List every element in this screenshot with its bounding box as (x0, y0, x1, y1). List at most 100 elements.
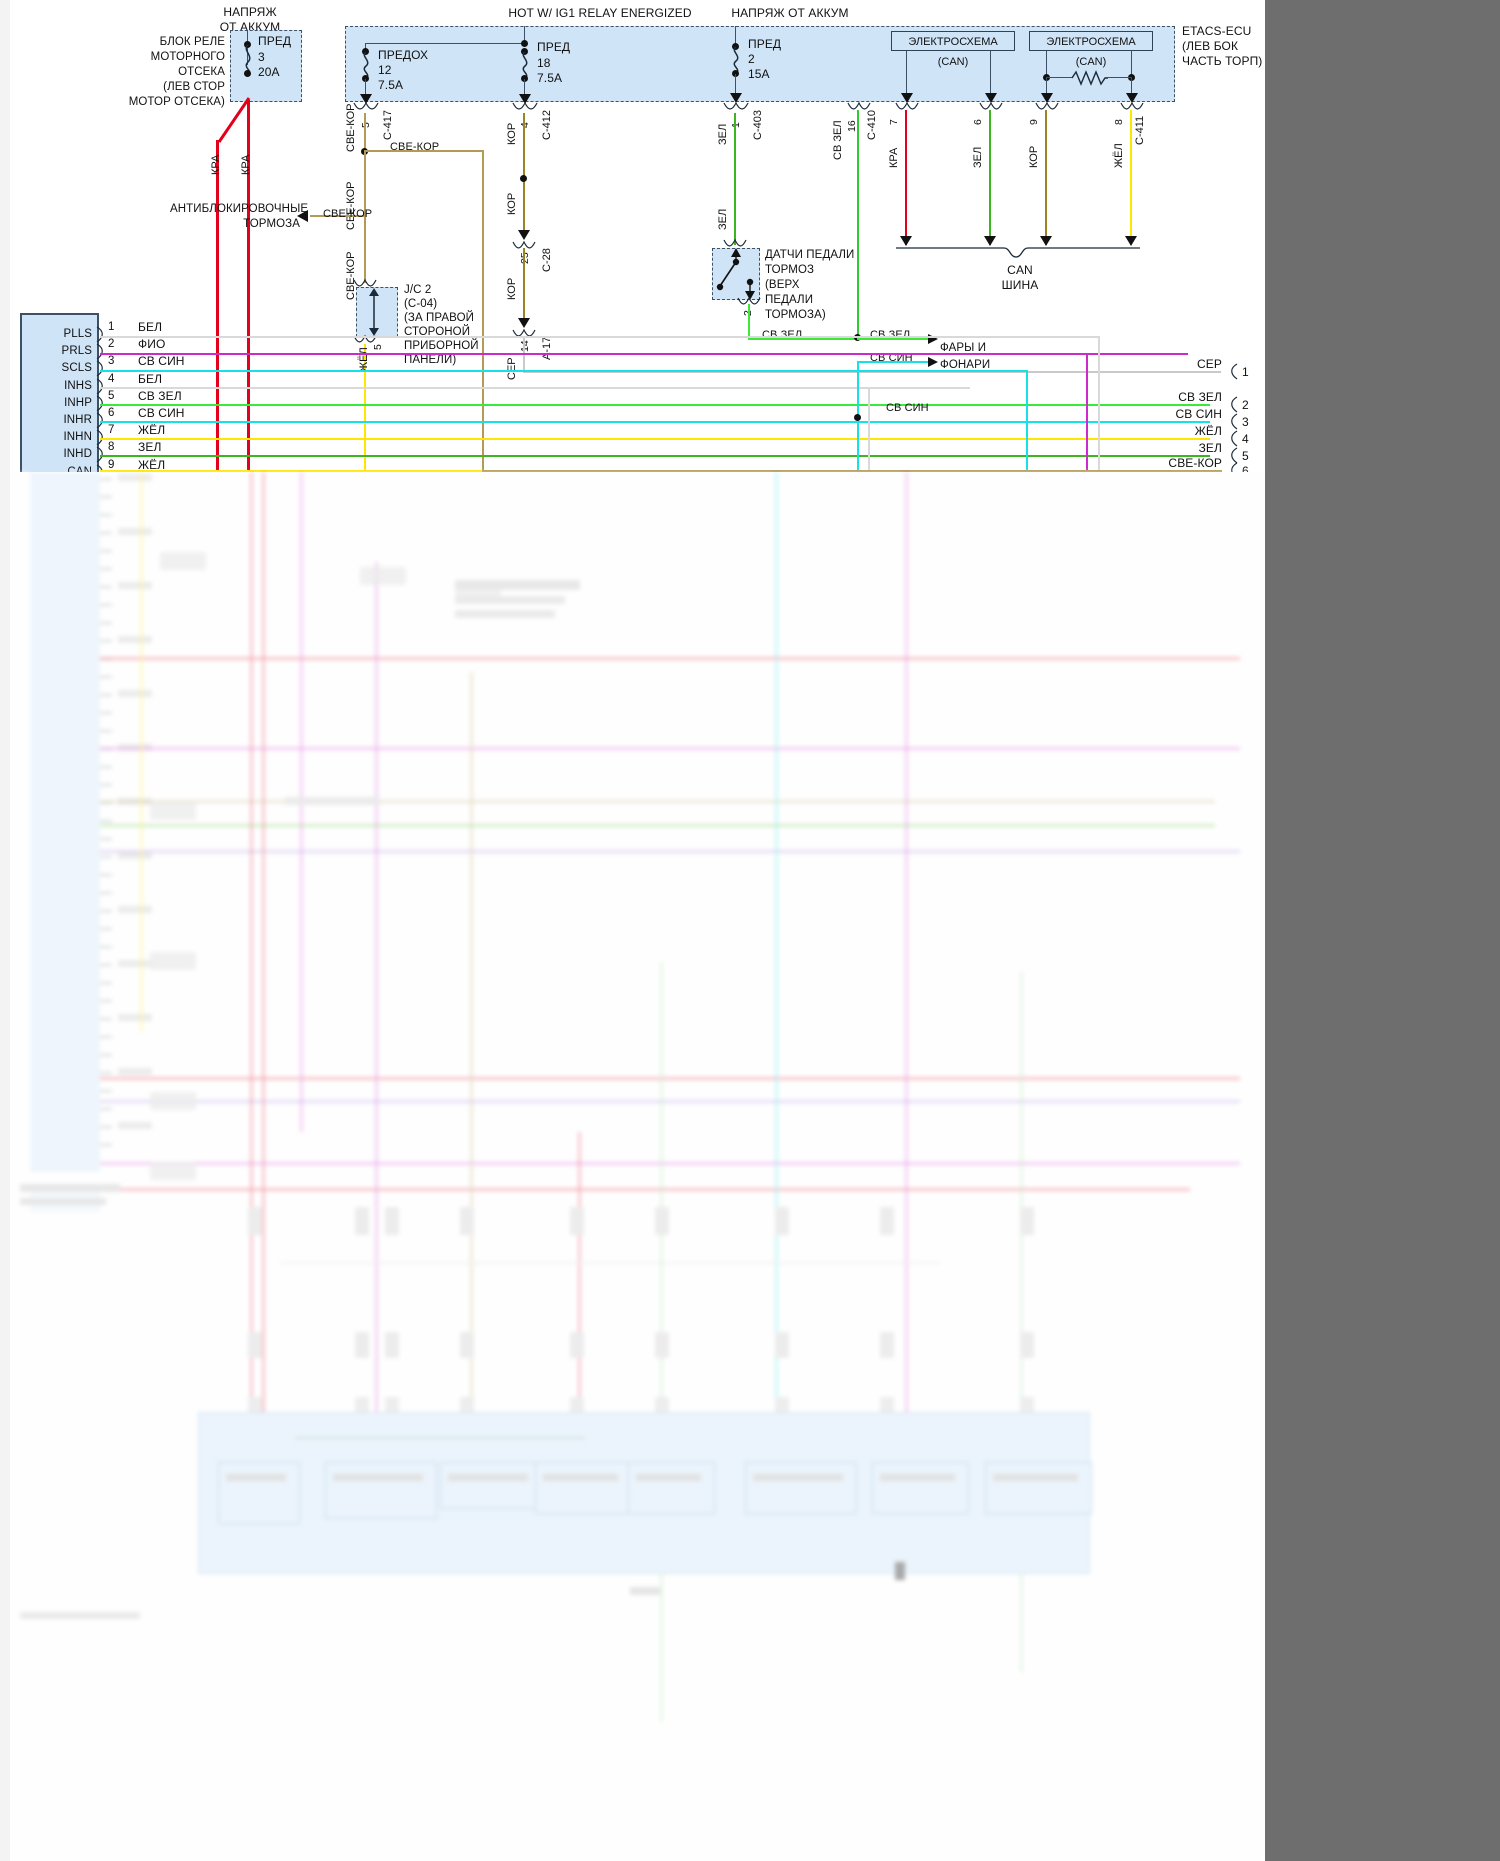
right-row-color-1: СЕР (1197, 357, 1222, 371)
left-pin-number-9: 9 (108, 458, 115, 471)
jc2-loc-4: ПАНЕЛИ) (404, 354, 457, 366)
drop-belyy-1 (1098, 336, 1101, 472)
left-pin-name-inhn: INHN (63, 431, 92, 444)
kra-wire-split (217, 97, 251, 143)
lower-pin-label-33 (118, 1068, 152, 1075)
left-pin-bracket-2 (96, 343, 103, 360)
left-pin-bracket-5 (96, 395, 103, 412)
lower-conn-top-7 (880, 1207, 894, 1235)
right-row-bracket-2 (1231, 396, 1238, 413)
fuse18-rating: 7.5A (537, 71, 563, 85)
brake-label-3: (ВЕРХ (765, 279, 800, 291)
wire-color-kor-b: КОР (506, 192, 518, 215)
fuse2-out (735, 74, 737, 96)
lower-ecu-subtext-0 (226, 1474, 286, 1481)
lower-pin-label-12 (118, 690, 152, 697)
etacs-label-1: ETACS-ECU (1182, 24, 1252, 38)
lower-pin-tick-31 (100, 1036, 112, 1038)
wire-color-sve-kor-b: СВЕ-КОР (345, 181, 357, 230)
jc2-loc-1: (ЗА ПРАВОЙ (404, 312, 474, 324)
run-sv-zel (100, 404, 1210, 407)
left-pin-name-inhp: INHP (64, 396, 92, 409)
lower-run-3 (100, 824, 1215, 827)
resistor-lead-right (1106, 77, 1132, 79)
lower-pin-label-0 (118, 474, 152, 481)
diagram-top-section: НАПРЯЖ ОТ АККУМ HOT W/ IG1 RELAY ENERGIZ… (0, 0, 1265, 472)
conn-c28-label: C-28 (541, 248, 553, 272)
lower-pin-tick-9 (100, 640, 112, 642)
lower-drop-3 (300, 472, 303, 1132)
wire-color-kor-c: КОР (506, 277, 518, 300)
drop-sv-sin (1026, 370, 1029, 472)
can-drop-1-arrow (901, 93, 913, 103)
left-pin-name-scls: SCLS (61, 362, 92, 375)
left-pin-bracket-7 (96, 429, 103, 446)
run-sv-sin-2 (100, 421, 1210, 424)
fuse12-out (365, 79, 367, 97)
cyan-node (854, 414, 861, 421)
right-row-number-6: 6 (1242, 464, 1249, 472)
can-drop-3-arrow (1041, 93, 1053, 103)
right-row-number-4: 4 (1242, 432, 1249, 446)
right-row-bracket-4 (1231, 430, 1238, 447)
lower-pin-tick-34 (100, 1090, 112, 1092)
lower-pin-tick-15 (100, 748, 112, 750)
lower-run-0 (100, 657, 1240, 660)
lower-text-blob-f (20, 1198, 106, 1205)
fuse2-number: 2 (748, 52, 755, 66)
brake-break-bottom (737, 296, 761, 305)
fuse18-number: 18 (537, 56, 551, 70)
lower-conn-bot-6 (775, 1397, 789, 1419)
can-bus-label-1: CAN (1007, 263, 1033, 277)
left-pin-number-1: 1 (108, 321, 115, 333)
lower-pin-tick-23 (100, 892, 112, 894)
fuse-coil-18 (522, 51, 528, 79)
left-pin-color-1: БЕЛ (138, 320, 163, 334)
wire-color-zhel-can: ЖЁЛ (1113, 143, 1125, 168)
lower-ecu-subtext-7 (993, 1474, 1078, 1481)
lower-pin-tick-12 (100, 694, 112, 696)
right-row-bracket-3 (1231, 413, 1238, 430)
lower-conn-mid-0 (248, 1332, 262, 1358)
lower-pin-tick-10 (100, 658, 112, 660)
can-schematic-box-1[interactable]: ЭЛЕКТРОСХЕМА (CAN) (891, 31, 1015, 68)
lower-drop-5 (470, 672, 473, 1492)
lower-ecu-subtext-6 (880, 1474, 955, 1481)
lower-pin-label-30 (118, 1014, 152, 1021)
can-schematic-box-2[interactable]: ЭЛЕКТРОСХЕМА (CAN) (1029, 31, 1153, 68)
pin-8-label: 8 (1113, 119, 1125, 125)
conn-break-can6 (979, 101, 1003, 110)
left-pin-number-4: 4 (108, 372, 115, 385)
lower-pin-tick-5 (100, 568, 112, 570)
fuse-bus-drop (524, 26, 526, 44)
lower-pin-tick-21 (100, 856, 112, 858)
lower-pin-label-21 (118, 852, 152, 859)
brake-label-4: ПЕДАЛИ (765, 294, 814, 306)
lower-conn-top-1 (355, 1207, 369, 1235)
left-pin-color-9: ЖЁЛ (138, 457, 166, 472)
abs-label-line2: ТОРМОЗА (243, 218, 300, 230)
lower-pin-tick-25 (100, 928, 112, 930)
lower-pin-tick-19 (100, 820, 112, 822)
lower-ecu-subtext-5 (753, 1474, 843, 1481)
right-row-bracket-1 (1231, 363, 1238, 380)
abs-branch-arrow (297, 210, 308, 222)
right-row-color-6: СВЕ-КОР (1168, 456, 1222, 470)
lower-footer-text (20, 1612, 140, 1619)
lower-pin-tick-33 (100, 1072, 112, 1074)
lower-conn-bot-8 (1020, 1397, 1034, 1419)
lower-pin-tick-1 (100, 496, 112, 498)
conn-c411-label: C-411 (1134, 115, 1146, 145)
etacs-label-3: ЧАСТЬ ТОРП) (1182, 54, 1263, 68)
fuse12-number: 12 (378, 63, 392, 77)
run-zel (100, 455, 1210, 458)
lower-pin-tick-30 (100, 1018, 112, 1020)
can-green-down (857, 110, 860, 340)
run-belyy-1 (100, 336, 1100, 339)
lower-pin-label-36 (118, 1122, 152, 1129)
can-drop-1 (906, 51, 908, 97)
right-row-number-5: 5 (1242, 449, 1249, 463)
left-pin-name-inhr: INHR (63, 414, 92, 426)
relay-fuse-node-bottom (244, 70, 251, 77)
